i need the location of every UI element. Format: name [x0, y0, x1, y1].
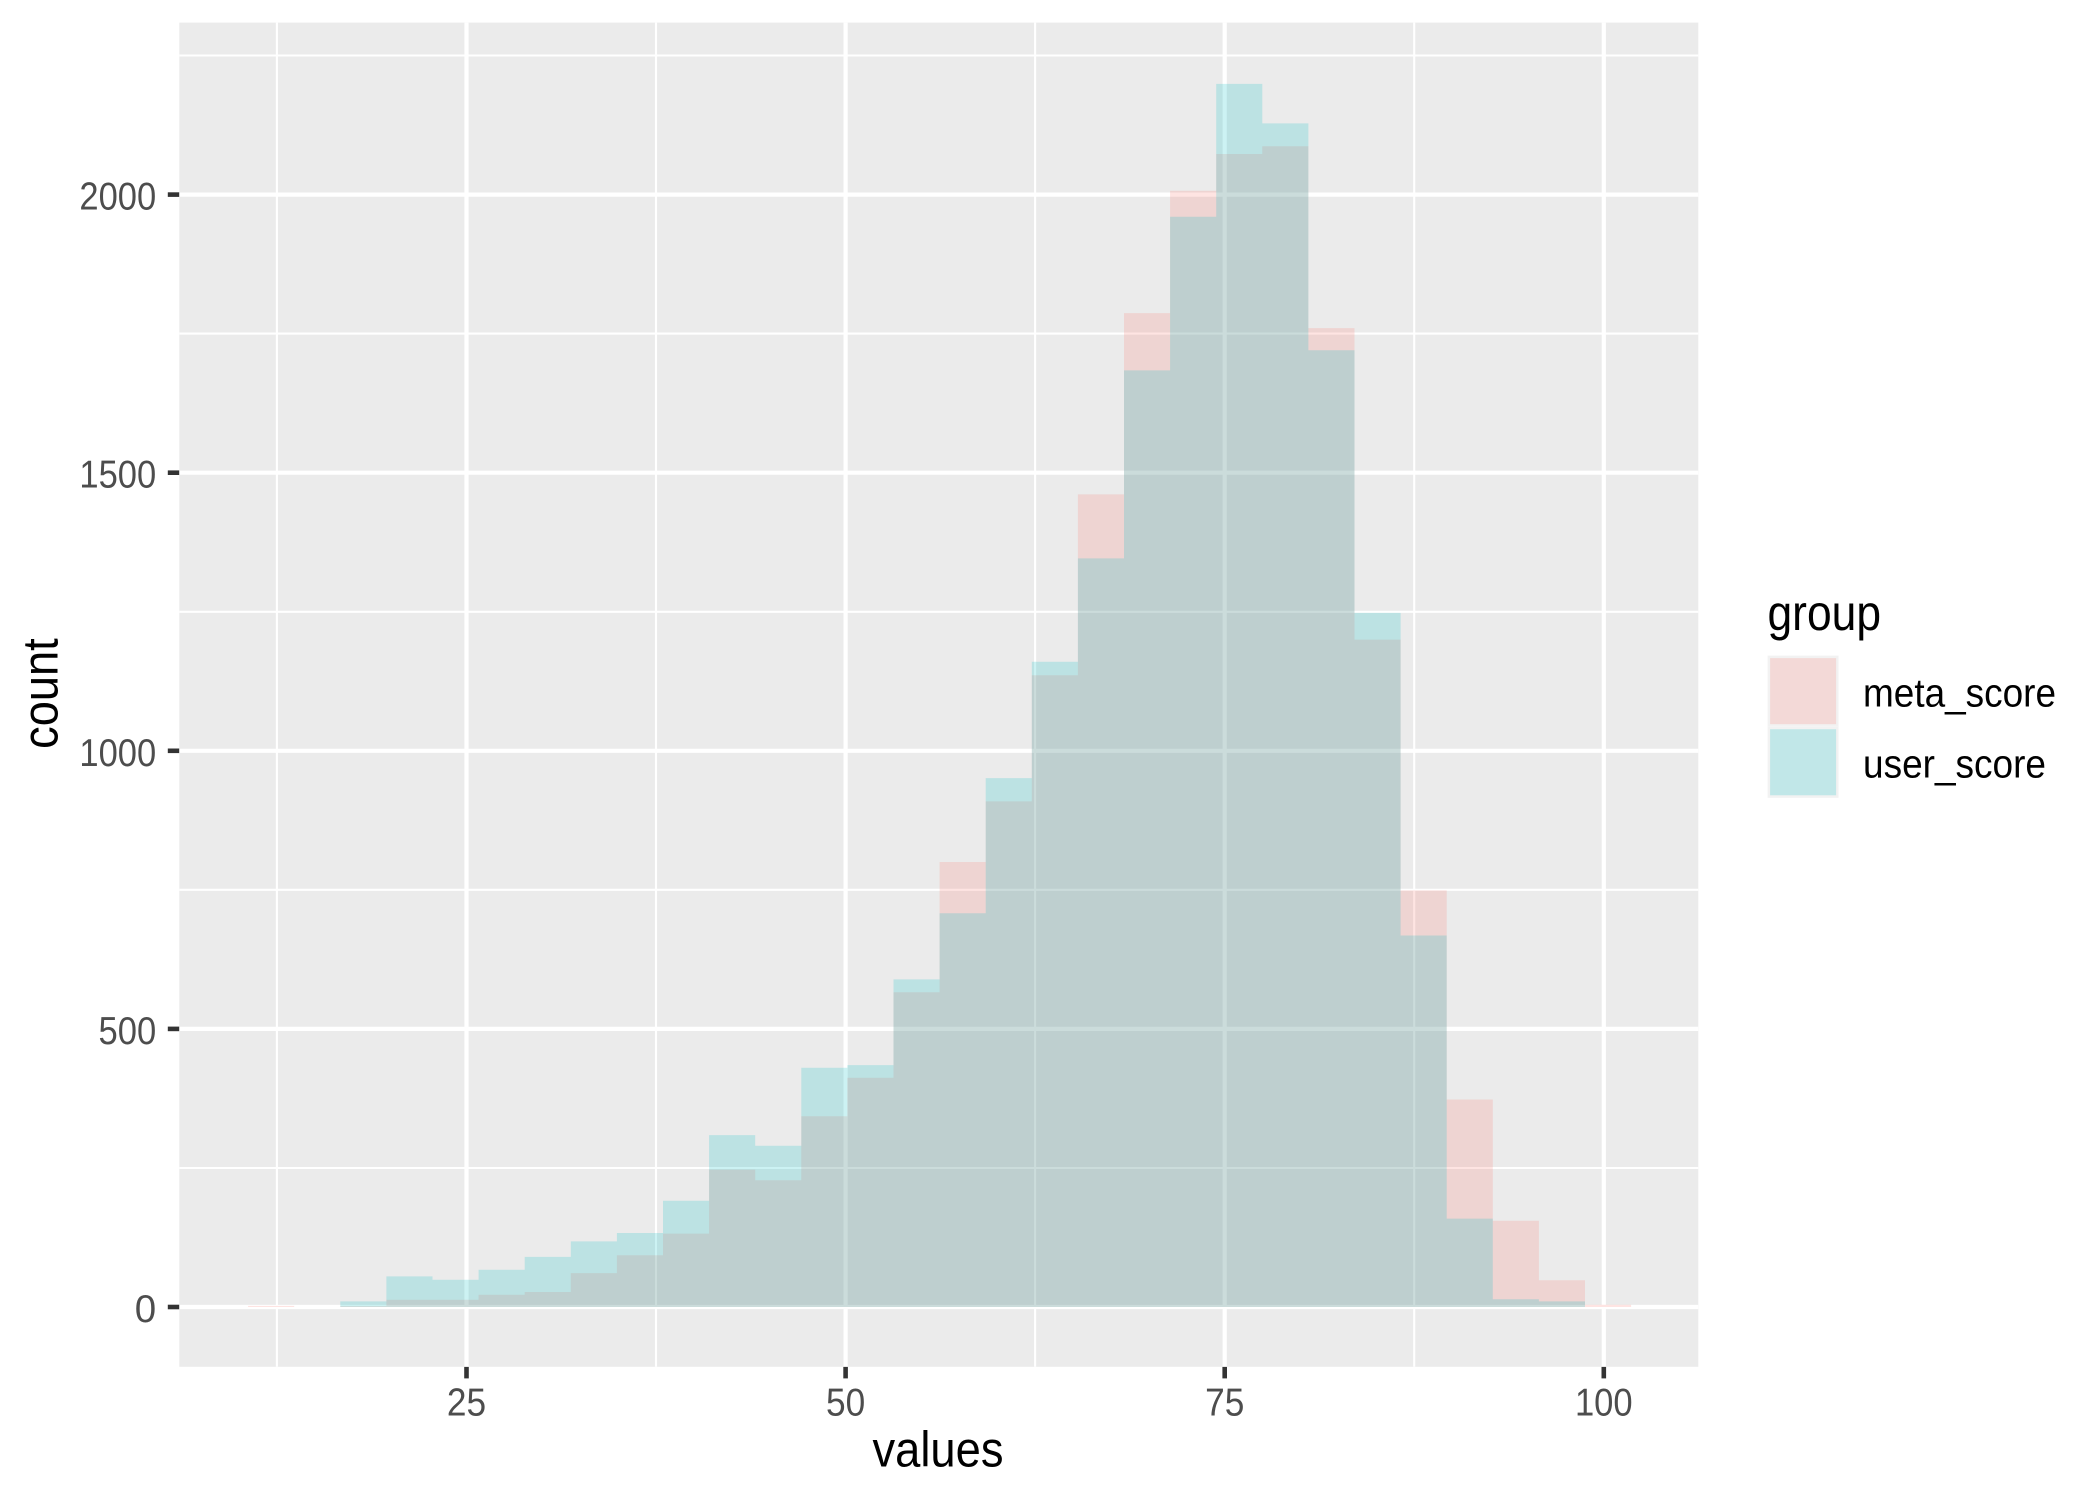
svg-text:values: values — [873, 1422, 1004, 1478]
svg-text:meta_score: meta_score — [1863, 671, 2056, 715]
svg-text:25: 25 — [447, 1382, 486, 1425]
svg-text:1000: 1000 — [79, 732, 156, 775]
svg-text:count: count — [13, 638, 69, 749]
svg-text:0: 0 — [135, 1288, 156, 1331]
svg-text:2000: 2000 — [79, 176, 156, 219]
svg-text:100: 100 — [1575, 1382, 1633, 1425]
svg-text:75: 75 — [1205, 1382, 1244, 1425]
svg-text:1500: 1500 — [79, 454, 156, 497]
svg-text:group: group — [1768, 585, 1882, 641]
svg-text:500: 500 — [99, 1010, 157, 1053]
svg-text:50: 50 — [826, 1382, 865, 1425]
svg-text:user_score: user_score — [1863, 742, 2046, 786]
